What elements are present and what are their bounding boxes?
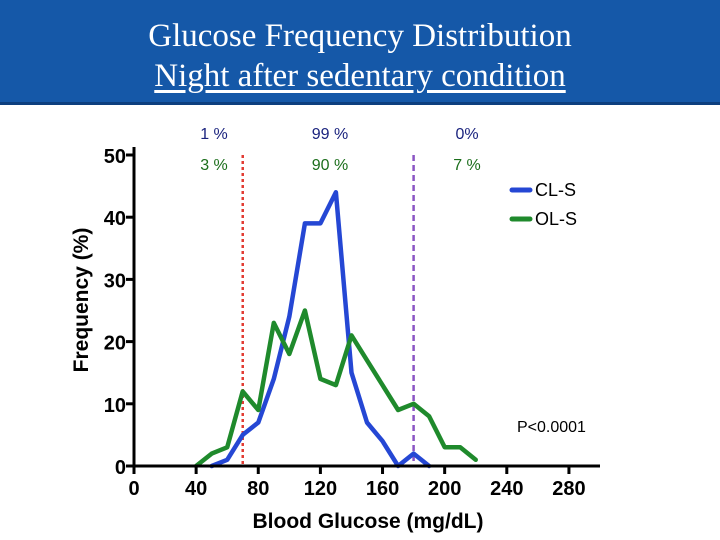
x-tick-label: 80 — [247, 478, 269, 500]
x-tick-label: 0 — [128, 478, 139, 500]
y-tick-label: 50 — [104, 146, 126, 168]
y-tick-label: 10 — [104, 395, 126, 417]
page-subtitle: Night after sedentary condition — [154, 58, 566, 94]
y-tick-label: 30 — [104, 270, 126, 292]
x-tick-label: 120 — [304, 478, 337, 500]
p-value-annotation: P<0.0001 — [517, 419, 586, 436]
series-lines — [193, 190, 478, 469]
range-pct-cl-s: 0% — [455, 126, 478, 143]
y-tick-label: 20 — [104, 333, 126, 355]
y-tick-label: 0 — [115, 457, 126, 479]
x-axis-label: Blood Glucose (mg/dL) — [253, 510, 484, 533]
x-tick-label: 40 — [185, 478, 207, 500]
x-tick-label: 240 — [490, 478, 523, 500]
threshold-lines — [241, 155, 415, 466]
title-banner: Glucose Frequency Distribution Night aft… — [0, 0, 720, 105]
legend-label-cl-s: CL-S — [535, 180, 576, 200]
x-tick-label: 280 — [552, 478, 585, 500]
x-tick-labels: 0 40 80 120 160 200 240 280 — [128, 466, 586, 500]
x-tick-label: 160 — [366, 478, 399, 500]
x-tick-label: 200 — [428, 478, 461, 500]
page-title: Glucose Frequency Distribution — [148, 18, 572, 54]
range-pct-ol-s: 90 % — [312, 157, 348, 174]
y-tick-labels: 0 10 20 30 40 50 — [104, 146, 134, 479]
range-pct-ol-s: 3 % — [200, 157, 228, 174]
legend: CL-S OL-S — [509, 180, 577, 229]
range-percentages: 1 % 99 % 0% 3 % 90 % 7 % — [200, 126, 481, 174]
y-tick-label: 40 — [104, 208, 126, 230]
legend-label-ol-s: OL-S — [535, 209, 577, 229]
range-pct-cl-s: 1 % — [200, 126, 228, 143]
y-axis-label: Frequency (%) — [70, 228, 93, 373]
series-line-ol-s — [193, 308, 478, 469]
range-pct-cl-s: 99 % — [312, 126, 348, 143]
series-line-cl-s — [209, 190, 432, 469]
axes — [132, 147, 600, 468]
range-pct-ol-s: 7 % — [453, 157, 481, 174]
